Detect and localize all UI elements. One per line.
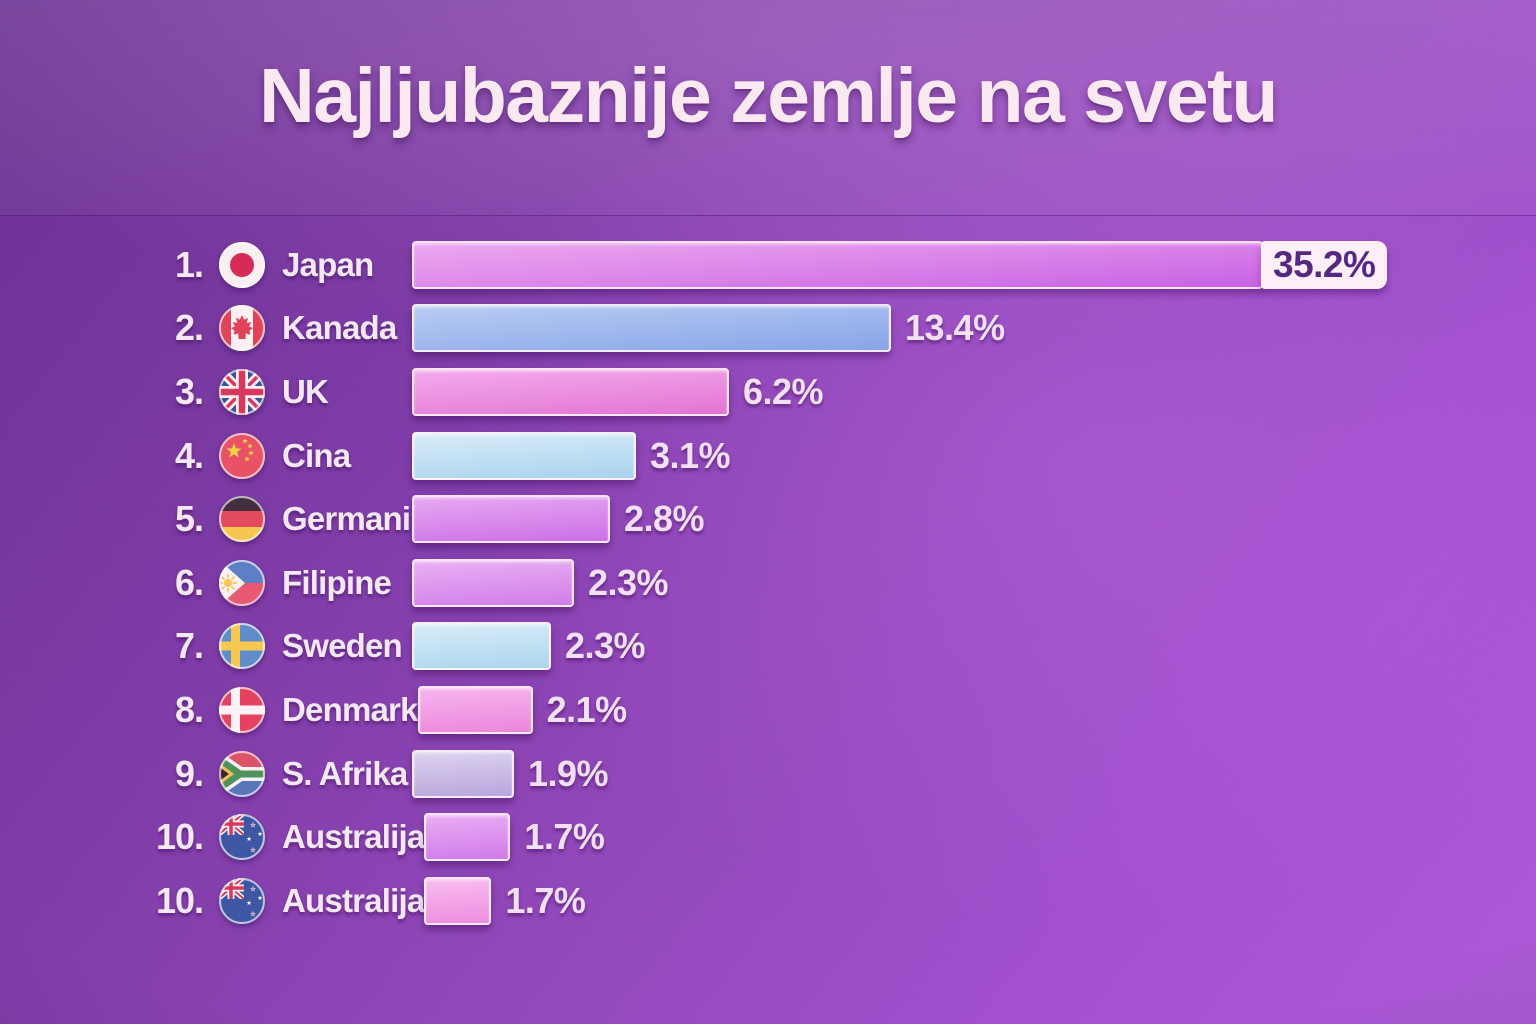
rank-label: 3.: [174, 370, 204, 412]
flag-denmark-icon: [218, 686, 266, 734]
rank-label: 6.: [174, 561, 204, 603]
chart-row: 10.: [0, 869, 1536, 933]
bar-sweden: [412, 622, 551, 671]
country-label: Australija: [282, 881, 425, 919]
flag-new-zealand-icon: [218, 877, 266, 925]
bar-kanada: [412, 304, 891, 353]
rank-label: 5.: [174, 498, 204, 540]
flag-philippines-icon: [218, 559, 266, 607]
flag-china-icon: [218, 432, 266, 480]
value-label: 1.7%: [505, 879, 586, 921]
flag-germany-icon: [218, 495, 266, 543]
chart-row: 6. Filipine 2.3%: [0, 551, 1536, 615]
bar-denmark: [417, 685, 533, 734]
bar-s-afrika: [412, 749, 514, 798]
chart-row: 9. S. Afrika 1.9%: [0, 742, 1536, 806]
value-label: 1.7%: [524, 816, 605, 858]
flag-canada-icon: [218, 304, 266, 352]
bar-filipine: [412, 558, 574, 607]
rank-label: 9.: [174, 752, 204, 794]
bar-cina: [412, 431, 636, 480]
country-label: UK: [282, 372, 329, 410]
country-label: Australija: [282, 818, 425, 856]
chart-row: 8. Denmark 2.1%: [0, 678, 1536, 742]
country-label: Kanada: [282, 309, 397, 347]
flag-japan-icon: [218, 241, 266, 289]
bar-chart: 1. Japan 35.2% 2. Kanada: [0, 233, 1536, 933]
value-box: 35.2%: [1261, 240, 1388, 289]
flag-uk-icon: [218, 368, 266, 416]
value-label: 6.2%: [743, 370, 824, 412]
country-label: S. Afrika: [282, 754, 408, 792]
rank-label: 7.: [174, 625, 204, 667]
chart-row: 4. Cina 3.1%: [0, 424, 1536, 488]
flag-new-zealand-icon: [218, 813, 266, 861]
bar-uk: [412, 367, 729, 416]
rank-label: 10.: [155, 816, 204, 858]
bar-germani: [412, 495, 610, 544]
chart-row: 5. Germani 2.8%: [0, 487, 1536, 551]
rank-label: 1.: [174, 243, 204, 285]
flag-south-africa-icon: [218, 750, 266, 798]
bar-japan: 35.2%: [412, 240, 1388, 289]
rank-label: 8.: [174, 688, 204, 730]
chart-row: 3. UK 6.2%: [0, 360, 1536, 424]
value-label: 3.1%: [650, 434, 731, 476]
country-label: Denmark: [282, 690, 418, 728]
value-label: 2.8%: [624, 498, 705, 540]
value-label: 1.9%: [528, 752, 609, 794]
value-label: 13.4%: [905, 307, 1005, 349]
country-label: Japan: [282, 245, 374, 283]
rank-label: 4.: [174, 434, 204, 476]
country-label: Sweden: [282, 627, 403, 665]
chart-row: 10.: [0, 805, 1536, 869]
chart-row: 7. Sweden 2.3%: [0, 615, 1536, 679]
country-label: Cina: [282, 436, 351, 474]
chart-row: 2. Kanada 13.4%: [0, 297, 1536, 361]
bar-australija-1: [424, 813, 511, 862]
flag-sweden-icon: [218, 622, 266, 670]
chart-row: 1. Japan 35.2%: [0, 233, 1536, 297]
rank-label: 2.: [174, 307, 204, 349]
page-title: Najljubaznije zemlje na svetu: [259, 53, 1278, 139]
value-label: 2.1%: [546, 688, 628, 730]
value-label: 2.3%: [588, 561, 669, 603]
rank-label: 10.: [155, 879, 204, 921]
value-label: 2.3%: [565, 625, 646, 667]
country-label: Germani: [282, 500, 411, 538]
country-label: Filipine: [282, 563, 392, 601]
bar-australija-2: [424, 876, 492, 925]
